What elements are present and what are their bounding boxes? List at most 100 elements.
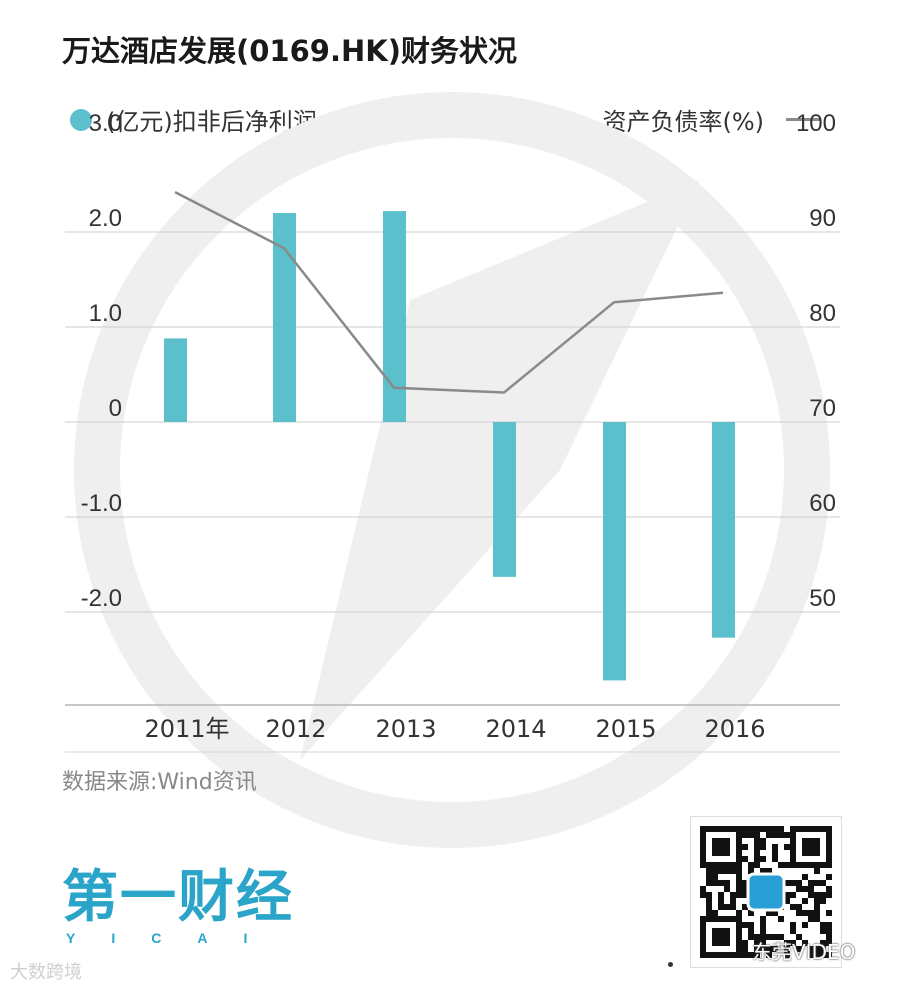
qr-module [784,946,790,952]
y-right-tick-label: 90 [809,205,836,232]
grid-lines [65,231,840,753]
bar [712,422,735,638]
qr-module [748,868,754,874]
y-right-tick-label: 70 [809,395,836,422]
y-right-tick-label: 80 [809,300,836,327]
qr-module [796,910,802,916]
qr-module [724,868,730,874]
qr-module [748,832,754,838]
qr-module [718,868,724,874]
qr-module [754,838,760,844]
qr-module [754,832,760,838]
qr-module [784,862,790,868]
qr-module [802,940,808,946]
qr-module [826,952,832,958]
qr-module [826,892,832,898]
qr-module [742,826,748,832]
qr-module [766,832,772,838]
data-source: 数据来源:Wind资讯 [62,770,257,795]
qr-module [766,934,772,940]
qr-module [814,868,820,874]
qr-module [802,910,808,916]
qr-module [772,856,778,862]
x-tick-label: 2013 [375,715,436,743]
qr-code-image [700,826,832,958]
qr-module [748,922,754,928]
qr-module [760,826,766,832]
qr-module [736,910,742,916]
qr-module [742,856,748,862]
y-left-tick-label: -1.0 [81,490,122,517]
qr-module [796,904,802,910]
qr-module [742,880,748,886]
qr-module [826,934,832,940]
qr-module [706,880,712,886]
qr-module [826,886,832,892]
qr-module [766,952,772,958]
qr-module [730,898,736,904]
qr-module [802,922,808,928]
qr-module [778,934,784,940]
legend-line-swatch [786,118,820,121]
qr-module [814,904,820,910]
y-left-tick-label: 3.0 [89,110,122,137]
qr-module [706,874,712,880]
qr-module [772,934,778,940]
qr-module [760,922,766,928]
qr-module [772,910,778,916]
qr-module [802,898,808,904]
qr-module [742,892,748,898]
qr-module [778,862,784,868]
qr-module [754,850,760,856]
qr-module [790,928,796,934]
qr-module [820,922,826,928]
qr-module [748,910,754,916]
qr-module [730,868,736,874]
qr-module [814,946,820,952]
qr-module [712,880,718,886]
qr-module [706,898,712,904]
qr-module [766,910,772,916]
qr-module [712,910,718,916]
qr-module [808,886,814,892]
qr-module [778,832,784,838]
qr-module [796,886,802,892]
qr-module [706,892,712,898]
qr-module [772,826,778,832]
qr-center-logo [746,872,786,912]
qr-module [700,886,706,892]
debt-ratio-line [174,190,724,394]
qr-module [766,826,772,832]
qr-module [754,844,760,850]
qr-module [826,940,832,946]
qr-module [754,946,760,952]
qr-module [742,844,748,850]
y-axis-left: 3.0 2.0 1.0 0 -1.0 -2.0 [81,110,122,612]
qr-module [754,952,760,958]
qr-module [784,880,790,886]
qr-module [760,940,766,946]
y-left-tick-label: 1.0 [89,300,122,327]
qr-module [766,946,772,952]
qr-module [778,916,784,922]
qr-module [784,898,790,904]
qr-module [760,928,766,934]
qr-module [814,916,820,922]
line-series [174,190,724,394]
qr-module [760,844,766,850]
watermark-right: 东莞VIDEO [752,940,856,964]
y-right-tick-label: 60 [809,490,836,517]
qr-module [802,886,808,892]
x-axis: 2011年 2012 2013 2014 2015 2016 [144,715,765,743]
qr-module [742,952,748,958]
qr-module [820,952,826,958]
qr-module [784,832,790,838]
y-axis-right: 100 90 80 70 60 50 [796,110,836,612]
qr-module [814,898,820,904]
qr-module [814,910,820,916]
qr-module [790,892,796,898]
qr-module [760,868,766,874]
qr-module [784,844,790,850]
qr-module [772,844,778,850]
x-tick-label: 2014 [485,715,546,743]
